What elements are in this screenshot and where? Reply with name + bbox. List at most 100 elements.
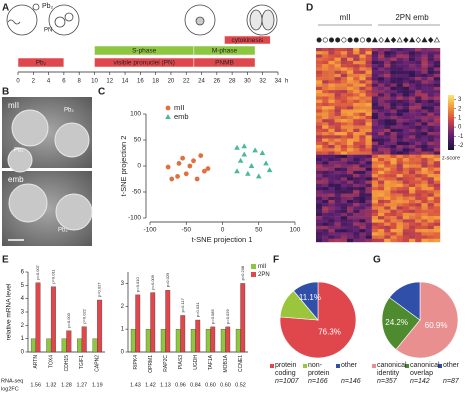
egg xyxy=(48,4,80,36)
heatmap-cell xyxy=(322,119,329,123)
heatmap-cell xyxy=(340,96,348,100)
heatmap-cell xyxy=(402,193,410,197)
heatmap-cell xyxy=(316,193,323,197)
scatter-point xyxy=(263,160,269,166)
heatmap-cell xyxy=(359,86,366,91)
heatmap-cell xyxy=(328,135,335,139)
heatmap-cell xyxy=(322,193,329,197)
heatmap-cell xyxy=(384,219,391,223)
heatmap-cell xyxy=(328,109,335,113)
heatmap-cell xyxy=(433,151,441,155)
heatmap-cell xyxy=(384,196,391,201)
heatmap-cell xyxy=(433,115,441,120)
heatmap-cell xyxy=(316,83,323,87)
heatmap-cell xyxy=(359,157,366,162)
heatmap-cell xyxy=(316,96,323,100)
heatmap-cell xyxy=(334,109,341,113)
heatmap-cell xyxy=(322,90,329,94)
heatmap-cell xyxy=(359,80,366,84)
heatmap-cell xyxy=(340,102,348,107)
heatmap-cell xyxy=(409,48,416,52)
heatmap-cell xyxy=(353,190,360,194)
heatmap-cell xyxy=(334,154,341,159)
heatmap-cell xyxy=(359,190,366,194)
heatmap-cell xyxy=(390,77,397,81)
heatmap-cell xyxy=(334,51,341,55)
heatmap-cell xyxy=(433,180,441,184)
heatmap-cell xyxy=(347,119,354,123)
heatmap-cell xyxy=(427,115,434,120)
heatmap-cell xyxy=(359,60,366,65)
heatmap-cell xyxy=(427,119,434,123)
egg xyxy=(246,4,278,36)
heatmap-cell xyxy=(347,170,354,175)
heatmap-cell xyxy=(347,93,354,97)
pie-label: 76.3% xyxy=(318,328,341,337)
x-tick-label: 34 xyxy=(275,79,282,85)
bar xyxy=(225,326,231,353)
heatmap-cell xyxy=(316,183,323,188)
x-tick-label: 2 xyxy=(32,79,36,85)
heatmap-cell xyxy=(322,132,329,136)
heatmap-cell xyxy=(353,216,360,220)
heatmap-cell xyxy=(334,148,341,152)
p-value: p=0.085 xyxy=(210,309,215,324)
heatmap-cell xyxy=(433,135,441,139)
heatmap-cell xyxy=(402,212,410,217)
heatmap-cell xyxy=(384,119,391,123)
heatmap-cell xyxy=(433,238,441,243)
heatmap-cell xyxy=(396,64,403,68)
heatmap-cell xyxy=(402,67,410,71)
heatmap-cell xyxy=(396,180,403,184)
heatmap-cell xyxy=(409,119,416,123)
heatmap-cell xyxy=(340,132,348,136)
fold-change: 1.27 xyxy=(77,382,88,388)
heatmap-cell xyxy=(433,206,441,210)
heatmap-cell xyxy=(378,141,385,146)
heatmap-cell xyxy=(415,222,422,227)
heatmap-cell xyxy=(421,190,428,194)
heatmap-cell xyxy=(433,209,441,214)
panel-label: D xyxy=(306,3,313,14)
heatmap-cell xyxy=(359,135,366,139)
scatter-point xyxy=(234,168,240,174)
heatmap-cell xyxy=(353,138,360,142)
heatmap-cell xyxy=(390,229,397,233)
heatmap-cell xyxy=(347,54,354,58)
heatmap-cell xyxy=(316,164,323,168)
heatmap-cell xyxy=(433,203,441,207)
heatmap-cell xyxy=(402,132,410,136)
heatmap-cell xyxy=(322,83,329,87)
heatmap-cell xyxy=(322,177,329,181)
heatmap-cell xyxy=(384,80,391,84)
heatmap-cell xyxy=(316,209,323,214)
heatmap-cell xyxy=(334,122,341,126)
heatmap-cell xyxy=(371,119,379,123)
heatmap-cell xyxy=(378,64,385,68)
heatmap-cell xyxy=(347,145,354,149)
heatmap-cell xyxy=(359,216,366,220)
heatmap-cell xyxy=(378,222,385,227)
heatmap-cell xyxy=(421,90,428,94)
heatmap-cell xyxy=(415,196,422,201)
heatmap-cell xyxy=(322,154,329,159)
legend-count: n=87 xyxy=(443,378,459,385)
heatmap-cell xyxy=(390,67,397,71)
bar xyxy=(92,338,98,353)
heatmap-cell xyxy=(409,151,416,155)
heatmap-cell xyxy=(427,238,434,243)
bar xyxy=(235,328,241,353)
heatmap-cell xyxy=(316,73,323,78)
heatmap-cell xyxy=(433,109,441,113)
heatmap-cell xyxy=(334,128,341,133)
heatmap-cell xyxy=(421,77,428,81)
heatmap-cell xyxy=(365,148,372,152)
heatmap-cell xyxy=(409,216,416,220)
phase-label: M-phase xyxy=(212,48,238,55)
heatmap-cell xyxy=(334,60,341,65)
fold-change: 0.60 xyxy=(205,382,216,388)
heatmap-cell xyxy=(409,73,416,78)
heatmap-cell xyxy=(316,102,323,107)
panel-label: F xyxy=(273,255,279,266)
heatmap-cell xyxy=(384,128,391,133)
